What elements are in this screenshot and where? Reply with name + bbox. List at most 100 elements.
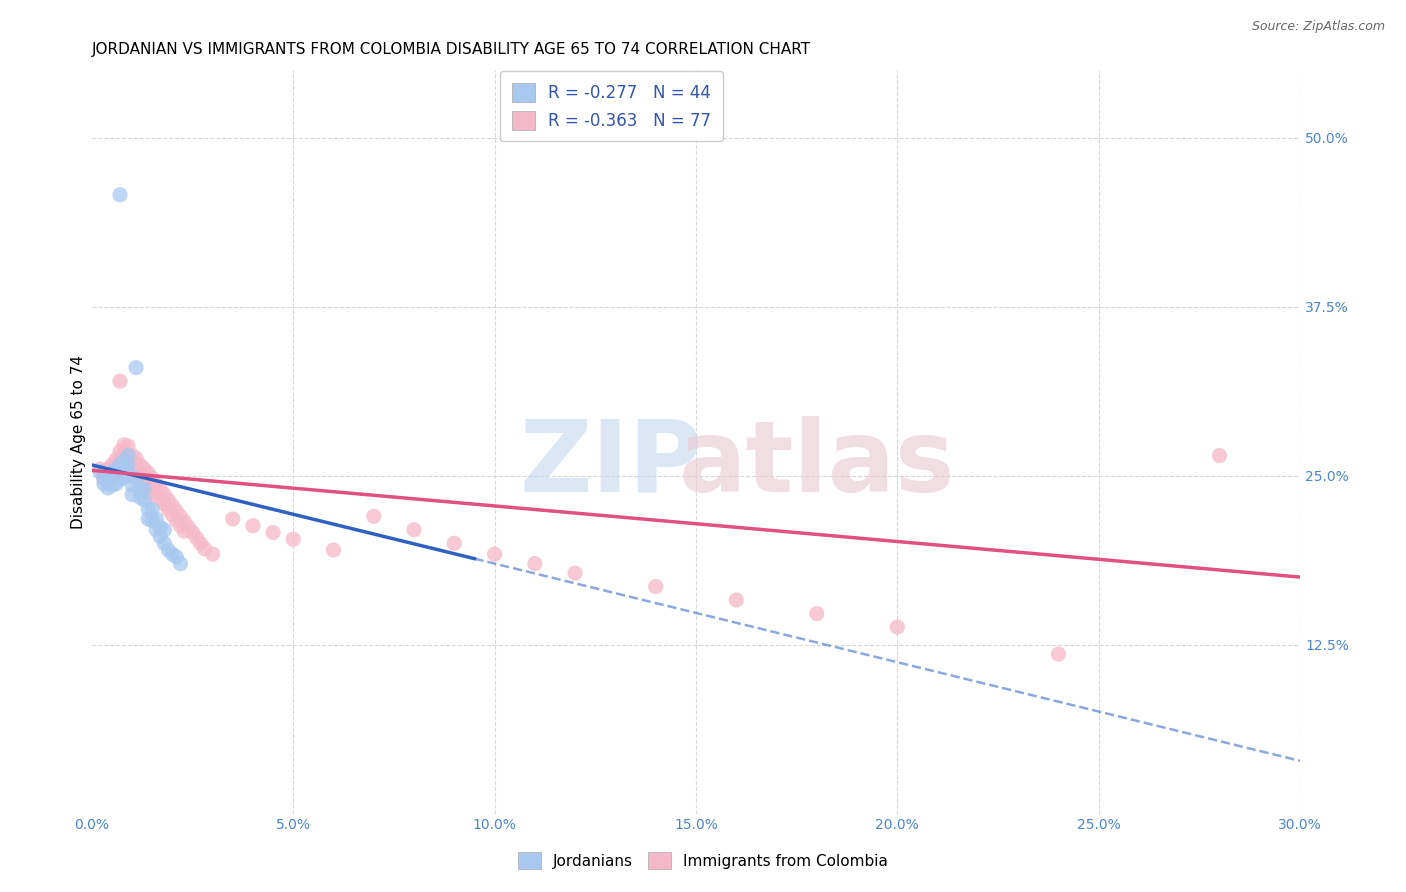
Point (93, 466, 115, 480)
Point (97, 468, 120, 483)
Point (125, 471, 148, 485)
Point (121, 458, 143, 472)
Text: atlas: atlas (679, 416, 955, 513)
Point (443, 536, 465, 550)
Text: Source: ZipAtlas.com: Source: ZipAtlas.com (1251, 20, 1385, 33)
Point (173, 524, 195, 538)
Point (117, 466, 139, 480)
Point (112, 438, 135, 452)
Point (101, 471, 124, 485)
Point (162, 499, 184, 513)
Point (108, 444, 131, 458)
Point (165, 549, 187, 564)
Point (262, 525, 284, 540)
Point (101, 466, 124, 480)
Point (725, 593, 748, 607)
Point (181, 525, 204, 540)
Point (93, 476, 115, 491)
Point (134, 462, 156, 476)
Point (101, 478, 124, 492)
Point (129, 466, 152, 480)
Point (97, 462, 120, 476)
Point (129, 458, 152, 472)
Point (108, 473, 131, 487)
Point (149, 491, 172, 506)
Point (125, 451, 148, 466)
Text: JORDANIAN VS IMMIGRANTS FROM COLOMBIA DISABILITY AGE 65 TO 74 CORRELATION CHART: JORDANIAN VS IMMIGRANTS FROM COLOMBIA DI… (91, 42, 811, 57)
Point (89, 465, 111, 479)
Point (97, 481, 120, 495)
Point (190, 536, 212, 550)
Point (136, 502, 159, 516)
Point (129, 491, 152, 505)
Point (222, 512, 245, 526)
Point (141, 513, 163, 527)
Point (886, 620, 908, 634)
Point (134, 493, 156, 508)
Point (644, 580, 666, 594)
Point (162, 547, 184, 561)
Point (125, 360, 148, 375)
Text: ZIP: ZIP (520, 416, 703, 513)
Point (117, 458, 139, 472)
Point (165, 513, 187, 527)
Point (97, 474, 120, 488)
Point (134, 483, 156, 497)
Point (153, 536, 176, 550)
Point (153, 523, 176, 537)
Point (104, 467, 127, 482)
Point (129, 474, 152, 488)
Point (121, 488, 143, 502)
Point (141, 489, 163, 503)
Point (169, 509, 191, 524)
Point (363, 509, 385, 524)
Point (402, 523, 425, 537)
Point (112, 446, 135, 460)
Point (108, 374, 131, 388)
Point (141, 471, 163, 485)
Point (153, 488, 176, 502)
Point (121, 449, 143, 463)
Point (134, 479, 156, 493)
Point (97, 474, 120, 488)
Point (104, 460, 127, 475)
Point (136, 475, 159, 490)
Point (523, 557, 546, 571)
Point (129, 483, 152, 497)
Point (112, 454, 135, 468)
Point (145, 523, 167, 537)
Point (201, 547, 224, 561)
Point (1208, 449, 1230, 463)
Point (177, 520, 200, 534)
Point (157, 493, 180, 508)
Point (169, 557, 191, 571)
Point (165, 504, 187, 518)
Point (104, 476, 127, 491)
Point (117, 458, 139, 472)
Legend: Jordanians, Immigrants from Colombia: Jordanians, Immigrants from Colombia (512, 846, 894, 875)
Point (141, 481, 163, 495)
Point (169, 518, 191, 533)
Point (117, 449, 139, 463)
Point (104, 452, 127, 467)
Point (112, 454, 135, 468)
Point (1047, 647, 1070, 661)
Point (145, 486, 167, 500)
Point (101, 473, 124, 487)
Point (162, 508, 184, 522)
Point (153, 497, 176, 511)
Point (108, 187, 131, 202)
Point (134, 471, 156, 485)
Point (117, 439, 139, 453)
Point (141, 502, 163, 516)
Legend: R = -0.277   N = 44, R = -0.363   N = 77: R = -0.277 N = 44, R = -0.363 N = 77 (501, 71, 723, 142)
Point (101, 465, 124, 479)
Point (121, 478, 143, 492)
Point (101, 458, 124, 472)
Point (93, 471, 115, 485)
Point (93, 471, 115, 485)
Point (104, 462, 127, 476)
Point (193, 541, 215, 556)
Point (283, 533, 305, 547)
Point (125, 459, 148, 474)
